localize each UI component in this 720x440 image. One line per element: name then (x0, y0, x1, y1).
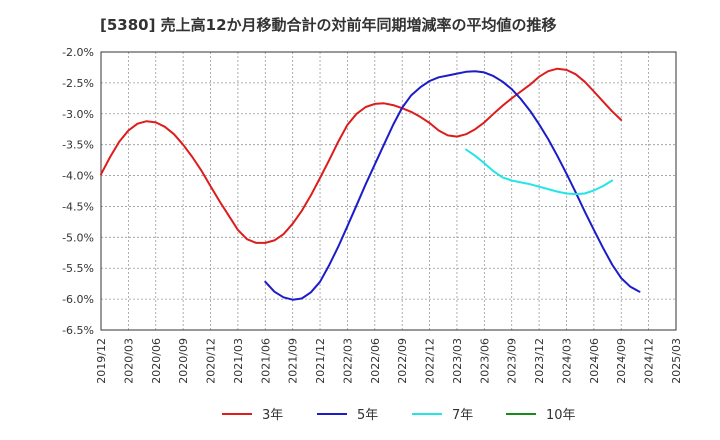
x-axis: 2019/12 2020/03 2020/06 2020/09 2020/12 2021/… (95, 338, 683, 384)
legend-label-2: 7年 (452, 408, 473, 423)
x-tick-label: 2024/09 (615, 338, 628, 384)
x-tick-label: 2022/09 (396, 338, 409, 384)
x-tick-label: 2020/06 (150, 338, 163, 384)
y-tick-label: -2.0% (62, 46, 94, 59)
x-tick-label: 2021/12 (314, 338, 327, 384)
x-tick-label: 2019/12 (95, 338, 108, 384)
x-tick-label: 2020/09 (177, 338, 190, 384)
y-tick-label: -3.0% (62, 108, 94, 121)
x-tick-label: 2021/06 (259, 338, 272, 384)
y-tick-label: -4.0% (62, 170, 94, 183)
y-axis: -2.0% -2.5% -3.0% -3.5% -4.0% -4.5% -5.0% -5.5%… (62, 46, 94, 337)
y-tick-label: -5.0% (62, 231, 94, 244)
series-line-1 (264, 70, 641, 301)
y-tick-label: -3.5% (62, 139, 94, 152)
legend-label-3: 10年 (546, 408, 576, 423)
y-tick-label: -2.5% (62, 77, 94, 90)
chart-title: [5380] 売上高12か月移動合計の対前年同期増減率の平均値の推移 (100, 16, 557, 34)
legend-label-0: 3年 (262, 408, 283, 423)
x-tick-label: 2022/06 (369, 338, 382, 384)
y-tick-label: -4.5% (62, 200, 94, 213)
x-tick-label: 2024/03 (560, 338, 573, 384)
series-group (100, 67, 641, 301)
x-tick-label: 2023/09 (506, 338, 519, 384)
x-tick-label: 2022/12 (424, 338, 437, 384)
series-line-0 (100, 67, 623, 244)
plot-frame (100, 51, 677, 331)
x-tick-label: 2024/06 (588, 338, 601, 384)
x-tick-label: 2023/12 (533, 338, 546, 384)
plot-border (100, 51, 677, 331)
y-tick-label: -5.5% (62, 262, 94, 275)
x-tick-label: 2024/12 (643, 338, 656, 384)
x-tick-label: 2023/03 (451, 338, 464, 384)
y-tick-label: -6.0% (62, 293, 94, 306)
x-tick-label: 2021/09 (287, 338, 300, 384)
y-tick-label: -6.5% (62, 324, 94, 337)
series-line-2 (465, 148, 614, 196)
x-tick-label: 2025/03 (670, 338, 683, 384)
x-tick-label: 2023/06 (478, 338, 491, 384)
x-tick-label: 2020/03 (122, 338, 135, 384)
x-tick-label: 2020/12 (205, 338, 218, 384)
x-tick-label: 2021/03 (232, 338, 245, 384)
x-tick-label: 2022/03 (341, 338, 354, 384)
legend: 3年 5年 7年 10年 (222, 408, 576, 423)
legend-label-1: 5年 (357, 408, 378, 423)
